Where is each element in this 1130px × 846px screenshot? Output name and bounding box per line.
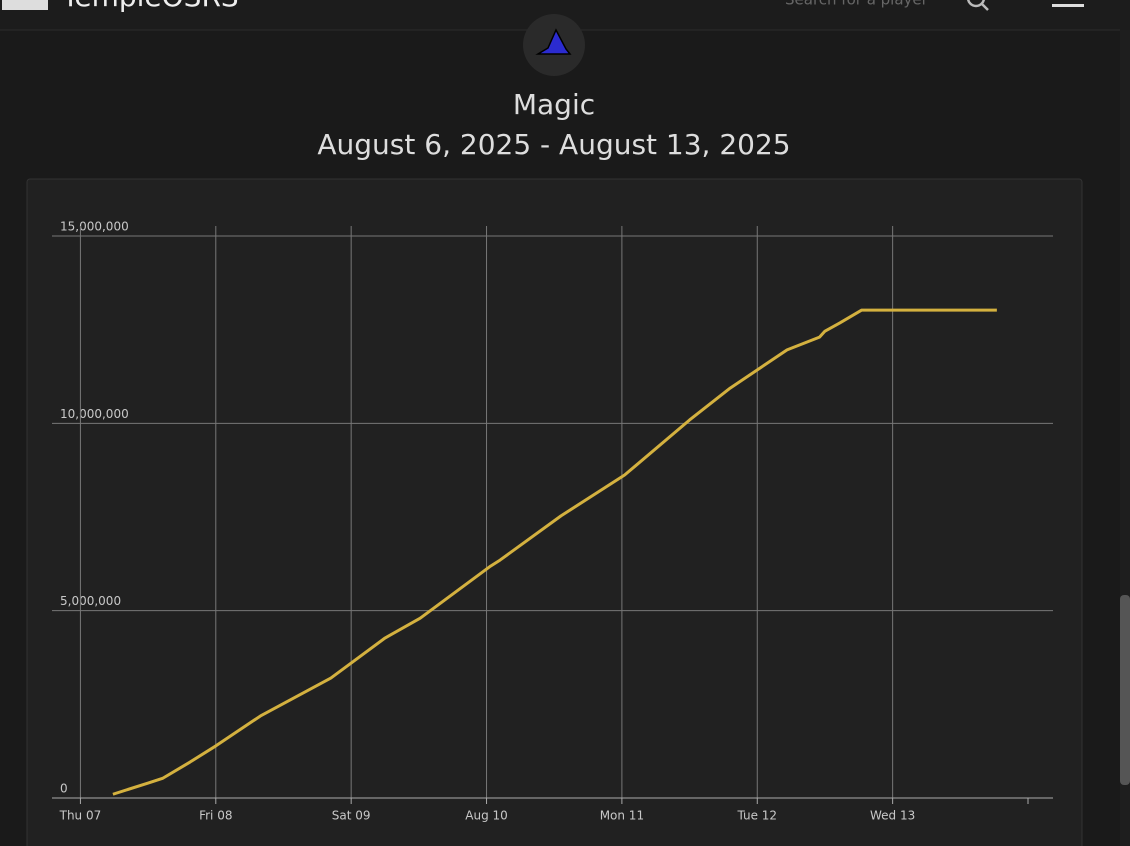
data-line [112, 308, 997, 796]
search-icon-handle [981, 3, 989, 11]
logo-icon[interactable] [2, 0, 48, 10]
x-tick-label: Sat 09 [332, 809, 371, 823]
x-tick-label: Fri 08 [199, 809, 232, 823]
site-name[interactable]: TempleOSRS [61, 0, 239, 13]
skill-icon [535, 28, 572, 55]
search-input[interactable]: Search for a player [785, 0, 929, 9]
scrollbar-thumb[interactable] [1120, 595, 1130, 785]
scrollbar-track [1120, 30, 1130, 846]
x-tick-label: Aug 10 [465, 809, 508, 823]
y-tick-label: 10,000,000 [60, 407, 129, 421]
x-tick-label: Wed 13 [870, 809, 915, 823]
search-icon[interactable] [966, 0, 986, 8]
chart-subtitle: August 6, 2025 - August 13, 2025 [317, 128, 790, 161]
plot: 0 5,000,000 10,000,000 15,000,000 Thu 07 Fri … [52, 220, 1053, 823]
y-tick-label: 15,000,000 [60, 220, 129, 234]
x-tick-label: Thu 07 [59, 809, 102, 823]
menu-button[interactable] [1052, 4, 1084, 7]
chart-title: Magic [513, 88, 595, 121]
x-tick-label: Tue 12 [736, 809, 777, 823]
y-tick-label: 5,000,000 [60, 594, 121, 608]
y-tick-label: 0 [60, 782, 68, 796]
chart-panel [26, 178, 1083, 846]
x-tick-label: Mon 11 [600, 809, 644, 823]
